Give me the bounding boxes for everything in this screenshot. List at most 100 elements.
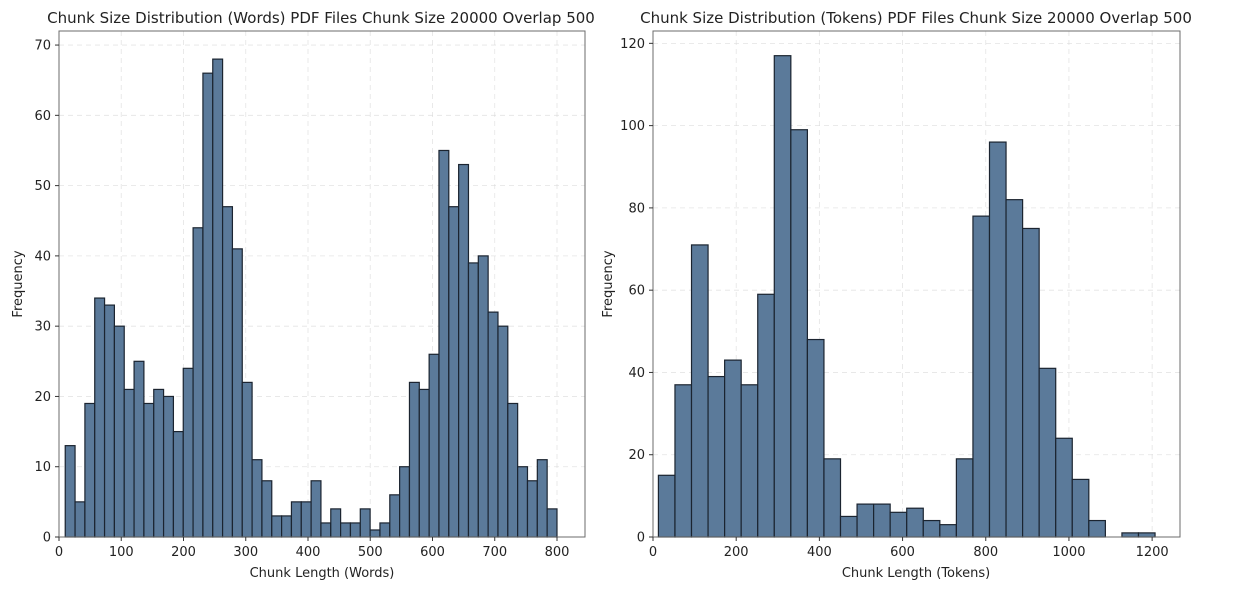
histogram-bar	[1055, 437, 1073, 538]
histogram-bar	[1088, 519, 1106, 538]
x-tick-label: 0	[649, 545, 657, 560]
y-tick-label: 10	[34, 460, 51, 475]
histogram-bar	[1005, 199, 1024, 538]
tokens-histogram: Chunk Size Distribution (Tokens) PDF Fil…	[601, 9, 1192, 581]
histogram-bar	[84, 402, 96, 538]
histogram-bar	[955, 458, 974, 538]
histogram-bar	[389, 494, 401, 538]
histogram-bar	[251, 459, 263, 538]
histogram-bar	[330, 508, 342, 538]
histogram-bar	[369, 529, 381, 538]
histogram-bar	[1071, 478, 1090, 538]
histogram-bar	[972, 215, 991, 538]
histogram-bar	[162, 395, 175, 538]
histogram-bar	[103, 304, 116, 538]
histogram-bar	[153, 388, 165, 538]
histogram-bar	[310, 480, 322, 538]
histogram-bar	[113, 325, 125, 538]
histogram-bar	[536, 459, 548, 538]
histogram-bar	[1121, 532, 1140, 538]
histogram-bar	[123, 388, 135, 538]
y-tick-label: 70	[34, 39, 51, 54]
histogram-bar	[438, 149, 450, 538]
histogram-bar	[517, 466, 529, 538]
histogram-bar	[546, 508, 558, 538]
chart-title: Chunk Size Distribution (Words) PDF File…	[47, 9, 595, 27]
histogram-bar	[379, 522, 391, 538]
x-tick-label: 400	[807, 545, 832, 560]
histogram-bar	[182, 367, 194, 538]
histogram-bar	[487, 311, 499, 538]
histogram-bar	[757, 293, 775, 538]
x-tick-label: 1200	[1136, 545, 1169, 560]
plot-frame	[652, 30, 1181, 538]
histogram-bar	[448, 206, 460, 538]
y-tick-label: 20	[628, 448, 645, 463]
histogram-bar	[1137, 532, 1156, 538]
histogram-bar	[790, 129, 808, 538]
chart-title: Chunk Size Distribution (Tokens) PDF Fil…	[640, 9, 1192, 27]
histogram-bar	[1038, 367, 1057, 538]
x-tick-label: 0	[55, 545, 63, 560]
histogram-bar	[133, 360, 145, 538]
histogram-bar	[458, 163, 470, 538]
histogram-bar	[839, 515, 858, 538]
x-axis-label: Chunk Length (Tokens)	[842, 566, 990, 581]
histogram-bar	[657, 474, 676, 538]
y-tick-label: 60	[34, 109, 51, 124]
x-tick-label: 300	[233, 545, 258, 560]
x-tick-label: 1000	[1052, 545, 1085, 560]
histogram-bar	[873, 503, 891, 538]
words-histogram: Chunk Size Distribution (Words) PDF File…	[11, 9, 595, 581]
histogram-bar	[674, 384, 693, 538]
x-tick-label: 800	[545, 545, 570, 560]
histogram-bar	[271, 515, 283, 538]
histogram-bar	[823, 458, 842, 538]
histogram-bar	[497, 325, 509, 538]
histogram-bar	[856, 503, 875, 538]
y-tick-label: 0	[43, 531, 51, 546]
histogram-bar	[281, 515, 293, 538]
histogram-bar	[221, 206, 234, 538]
histogram-bar	[74, 501, 86, 538]
histogram-bar	[740, 384, 759, 538]
y-tick-label: 40	[34, 249, 51, 264]
histogram-bar	[773, 55, 792, 538]
histogram-bar	[192, 227, 204, 538]
histogram-bar	[359, 508, 371, 538]
y-tick-label: 100	[620, 119, 645, 134]
histogram-bar	[94, 297, 106, 538]
histogram-bar	[707, 375, 726, 538]
x-tick-label: 200	[171, 545, 196, 560]
x-tick-label: 400	[296, 545, 321, 560]
histogram-bar	[724, 359, 742, 538]
histogram-bar	[477, 255, 489, 538]
x-tick-label: 600	[420, 545, 445, 560]
histogram-bar	[1022, 227, 1040, 538]
histogram-bar	[340, 522, 352, 538]
histogram-bar	[889, 511, 908, 538]
x-tick-label: 200	[724, 545, 749, 560]
x-tick-label: 700	[482, 545, 507, 560]
histogram-bar	[261, 480, 273, 538]
histogram-bar	[212, 58, 224, 538]
y-tick-label: 30	[34, 320, 51, 335]
histogram-bar	[320, 522, 332, 538]
y-tick-label: 120	[620, 37, 645, 52]
y-tick-label: 40	[628, 366, 645, 381]
histogram-bar	[806, 338, 825, 538]
histogram-bar	[467, 262, 479, 538]
x-axis-label: Chunk Length (Words)	[250, 566, 395, 581]
histogram-bar	[526, 480, 538, 538]
histogram-bar	[418, 388, 430, 538]
histogram-bar	[231, 248, 243, 538]
histogram-bar	[202, 72, 214, 538]
x-tick-label: 800	[973, 545, 998, 560]
y-axis-label: Frequency	[601, 250, 616, 317]
x-tick-label: 600	[890, 545, 915, 560]
y-tick-label: 20	[34, 390, 51, 405]
histogram-bar	[690, 244, 709, 538]
y-axis-label: Frequency	[11, 250, 26, 317]
histogram-bar	[988, 141, 1007, 538]
